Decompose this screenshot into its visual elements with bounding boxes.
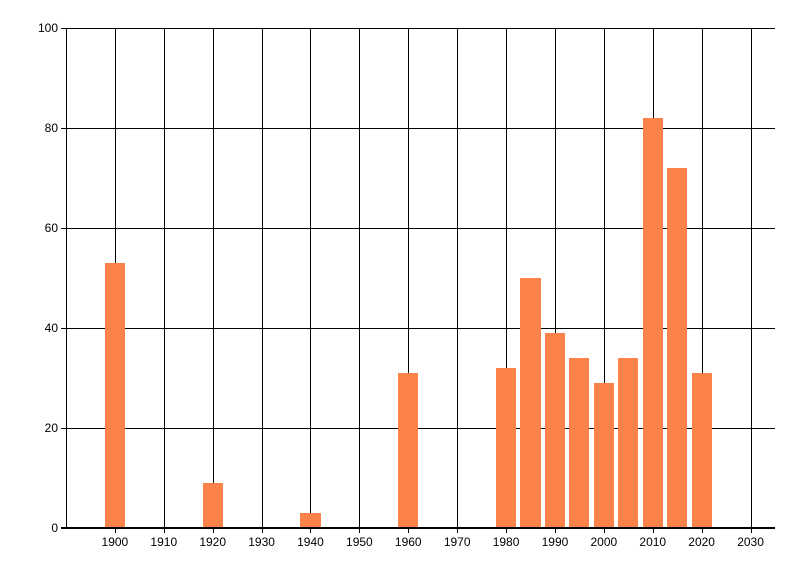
bar-1900 [104,263,125,528]
x-tick-label-1940: 1940 [297,535,324,549]
gridline-x-1930 [261,28,263,533]
plot-area [61,28,775,533]
x-tick-label-2010: 2010 [639,535,667,549]
bar-2015 [667,168,688,528]
x-tick-label-1990: 1990 [541,535,569,549]
gridline-x-1950 [359,28,361,533]
gridline-x-1960 [408,28,410,533]
bar-1995 [569,358,590,528]
gridline-x-2030 [750,28,752,533]
gridline-x-1940 [310,28,312,533]
gridline-y-60 [61,228,775,229]
x-tick-label-2030: 2030 [737,535,764,549]
bar-2005 [618,358,639,528]
bar-2020 [691,373,712,528]
x-tick-label-1980: 1980 [492,535,520,549]
y-tick-label-80: 80 [44,121,58,135]
bar-1960 [398,373,419,528]
bar-1985 [520,278,541,528]
x-tick-label-1900: 1900 [101,535,129,549]
bar-1940 [300,513,321,528]
gridline-y-100 [61,28,775,29]
y-tick-label-0: 0 [51,521,58,535]
gridline-x-1920 [212,28,214,533]
gridline-x-1970 [457,28,459,533]
bar-2000 [593,383,614,528]
gridline-y-40 [61,328,775,329]
gridline-x-1910 [163,28,165,533]
x-tick-label-2020: 2020 [688,535,715,549]
y-tick-label-20: 20 [44,421,58,435]
x-tick-label-1910: 1910 [150,535,178,549]
gridline-x-1990 [554,28,556,533]
gridline-x-2020 [701,28,703,533]
gridline-x-2000 [603,28,605,533]
bar-1990 [544,333,565,528]
y-tick-label-100: 100 [37,21,58,35]
x-tick-label-1950: 1950 [346,535,373,549]
bar-2010 [642,118,663,528]
x-axis-line [61,527,775,529]
x-tick-label-2000: 2000 [590,535,618,549]
gridline-y-80 [61,128,775,129]
y-tick-label-60: 60 [44,221,58,235]
x-tick-label-1970: 1970 [443,535,471,549]
y-tick-label-40: 40 [44,321,58,335]
bar-1980 [496,368,517,528]
x-tick-label-1920: 1920 [199,535,227,549]
x-tick-label-1960: 1960 [394,535,422,549]
y-axis-line [66,28,67,528]
gridline-x-1980 [506,28,508,533]
bar-1920 [202,483,223,528]
x-tick-label-1930: 1930 [248,535,275,549]
